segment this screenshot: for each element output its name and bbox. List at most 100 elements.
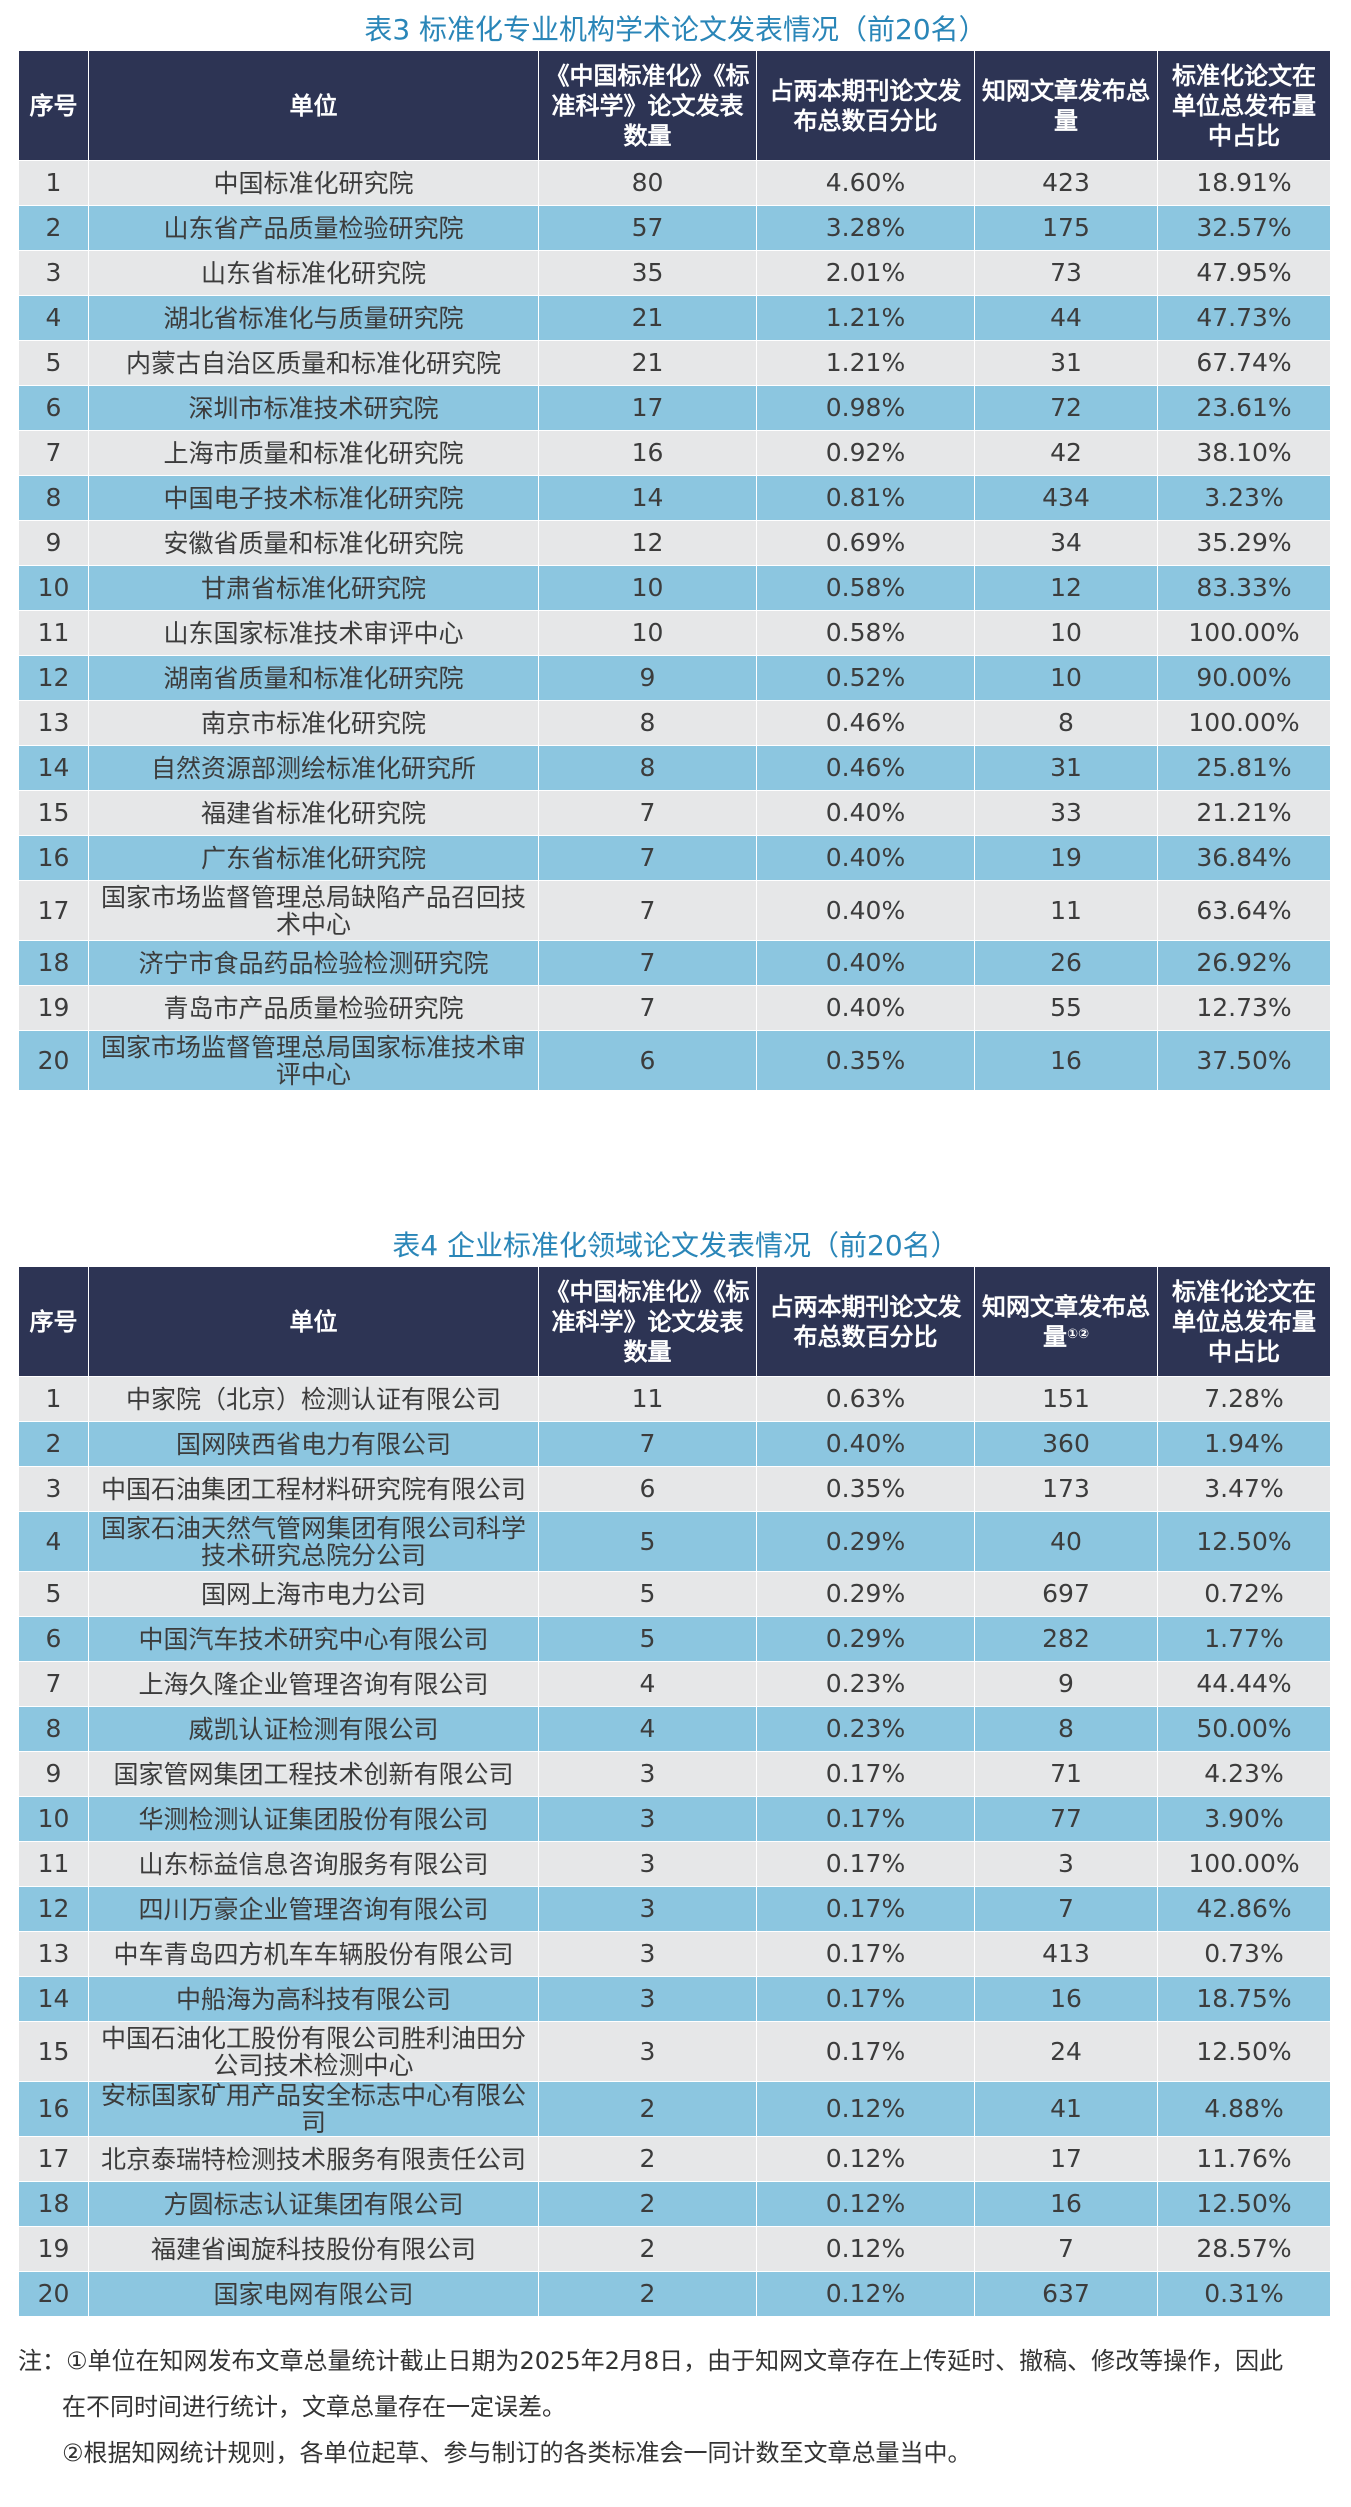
table-row: 5 国网上海市电力公司 5 0.29% 697 0.72%	[18, 1571, 1331, 1617]
cnki-cell: 9	[974, 1661, 1158, 1707]
count-cell: 6	[538, 1466, 757, 1512]
table-row: 18 方圆标志认证集团有限公司 2 0.12% 16 12.50%	[18, 2181, 1331, 2227]
percent-cell: 0.46%	[756, 745, 975, 791]
count-cell: 16	[538, 430, 757, 476]
table4-header-row: 序号 单位 《中国标准化》《标准科学》论文发表数量 占两本期刊论文发布总数百分比…	[18, 1266, 1331, 1377]
percent-cell: 2.01%	[756, 250, 975, 296]
table-row: 4 湖北省标准化与质量研究院 21 1.21% 44 47.73%	[18, 295, 1331, 341]
cnki-cell: 8	[974, 700, 1158, 746]
cnki-cell: 434	[974, 475, 1158, 521]
table-row: 3 山东省标准化研究院 35 2.01% 73 47.95%	[18, 250, 1331, 296]
unit-cell: 方圆标志认证集团有限公司	[88, 2181, 539, 2227]
count-cell: 2	[538, 2271, 757, 2317]
percent-cell: 0.92%	[756, 430, 975, 476]
count-cell: 3	[538, 1976, 757, 2022]
count-cell: 21	[538, 340, 757, 386]
cnki-cell: 24	[974, 2021, 1158, 2082]
percent-cell: 0.12%	[756, 2136, 975, 2182]
footnotes: 注：①单位在知网发布文章总量统计截止日期为2025年2月8日，由于知网文章存在上…	[18, 2338, 1338, 2476]
percent-cell: 0.35%	[756, 1466, 975, 1512]
cnki-cell: 44	[974, 295, 1158, 341]
count-cell: 2	[538, 2081, 757, 2137]
unit-cell: 山东省标准化研究院	[88, 250, 539, 296]
percent-cell: 0.23%	[756, 1661, 975, 1707]
share-cell: 47.73%	[1157, 295, 1331, 341]
table-row: 10 华测检测认证集团股份有限公司 3 0.17% 77 3.90%	[18, 1796, 1331, 1842]
unit-cell: 国家市场监督管理总局缺陷产品召回技术中心	[88, 880, 539, 941]
percent-cell: 0.17%	[756, 1886, 975, 1932]
header-rank: 序号	[18, 1266, 89, 1377]
rank-cell: 17	[18, 880, 89, 941]
percent-cell: 0.58%	[756, 610, 975, 656]
share-cell: 12.50%	[1157, 2181, 1331, 2227]
share-cell: 26.92%	[1157, 940, 1331, 986]
rank-cell: 7	[18, 430, 89, 476]
count-cell: 5	[538, 1571, 757, 1617]
cnki-cell: 16	[974, 1976, 1158, 2022]
percent-cell: 0.40%	[756, 790, 975, 836]
unit-cell: 山东标益信息咨询服务有限公司	[88, 1841, 539, 1887]
rank-cell: 6	[18, 385, 89, 431]
cnki-cell: 71	[974, 1751, 1158, 1797]
unit-cell: 南京市标准化研究院	[88, 700, 539, 746]
share-cell: 38.10%	[1157, 430, 1331, 476]
count-cell: 3	[538, 1931, 757, 1977]
share-cell: 50.00%	[1157, 1706, 1331, 1752]
rank-cell: 5	[18, 340, 89, 386]
rank-cell: 1	[18, 1376, 89, 1422]
rank-cell: 6	[18, 1616, 89, 1662]
share-cell: 4.23%	[1157, 1751, 1331, 1797]
table-row: 7 上海久隆企业管理咨询有限公司 4 0.23% 9 44.44%	[18, 1661, 1331, 1707]
percent-cell: 3.28%	[756, 205, 975, 251]
table-row: 15 福建省标准化研究院 7 0.40% 33 21.21%	[18, 790, 1331, 836]
table-row: 20 国家电网有限公司 2 0.12% 637 0.31%	[18, 2271, 1331, 2317]
rank-cell: 3	[18, 1466, 89, 1512]
percent-cell: 0.29%	[756, 1616, 975, 1662]
share-cell: 4.88%	[1157, 2081, 1331, 2137]
cnki-cell: 697	[974, 1571, 1158, 1617]
cnki-cell: 11	[974, 880, 1158, 941]
count-cell: 7	[538, 1421, 757, 1467]
percent-cell: 0.12%	[756, 2081, 975, 2137]
count-cell: 12	[538, 520, 757, 566]
share-cell: 12.50%	[1157, 2021, 1331, 2082]
rank-cell: 8	[18, 1706, 89, 1752]
rank-cell: 14	[18, 745, 89, 791]
table3-body: 1 中国标准化研究院 80 4.60% 423 18.91% 2 山东省产品质量检验研究院 57…	[18, 160, 1331, 1091]
rank-cell: 13	[18, 1931, 89, 1977]
percent-cell: 0.12%	[756, 2226, 975, 2272]
table-row: 1 中国标准化研究院 80 4.60% 423 18.91%	[18, 160, 1331, 206]
count-cell: 7	[538, 985, 757, 1031]
count-cell: 8	[538, 745, 757, 791]
percent-cell: 0.40%	[756, 1421, 975, 1467]
share-cell: 90.00%	[1157, 655, 1331, 701]
table-row: 8 威凯认证检测有限公司 4 0.23% 8 50.00%	[18, 1706, 1331, 1752]
unit-cell: 山东省产品质量检验研究院	[88, 205, 539, 251]
cnki-cell: 34	[974, 520, 1158, 566]
unit-cell: 青岛市产品质量检验研究院	[88, 985, 539, 1031]
cnki-cell: 73	[974, 250, 1158, 296]
footnote-mark: ①②	[1066, 1326, 1089, 1342]
cnki-cell: 12	[974, 565, 1158, 611]
count-cell: 9	[538, 655, 757, 701]
note-1: 注：①单位在知网发布文章总量统计截止日期为2025年2月8日，由于知网文章存在上…	[18, 2347, 1284, 2375]
table4: 序号 单位 《中国标准化》《标准科学》论文发表数量 占两本期刊论文发布总数百分比…	[18, 1266, 1331, 2317]
count-cell: 21	[538, 295, 757, 341]
cnki-cell: 31	[974, 340, 1158, 386]
count-cell: 3	[538, 2021, 757, 2082]
unit-cell: 福建省闽旋科技股份有限公司	[88, 2226, 539, 2272]
unit-cell: 中船海为高科技有限公司	[88, 1976, 539, 2022]
count-cell: 57	[538, 205, 757, 251]
percent-cell: 4.60%	[756, 160, 975, 206]
percent-cell: 0.12%	[756, 2271, 975, 2317]
rank-cell: 9	[18, 1751, 89, 1797]
rank-cell: 12	[18, 1886, 89, 1932]
unit-cell: 广东省标准化研究院	[88, 835, 539, 881]
cnki-cell: 41	[974, 2081, 1158, 2137]
percent-cell: 0.69%	[756, 520, 975, 566]
share-cell: 12.73%	[1157, 985, 1331, 1031]
rank-cell: 4	[18, 295, 89, 341]
cnki-cell: 42	[974, 430, 1158, 476]
cnki-cell: 10	[974, 610, 1158, 656]
header-percent: 占两本期刊论文发布总数百分比	[756, 50, 975, 161]
